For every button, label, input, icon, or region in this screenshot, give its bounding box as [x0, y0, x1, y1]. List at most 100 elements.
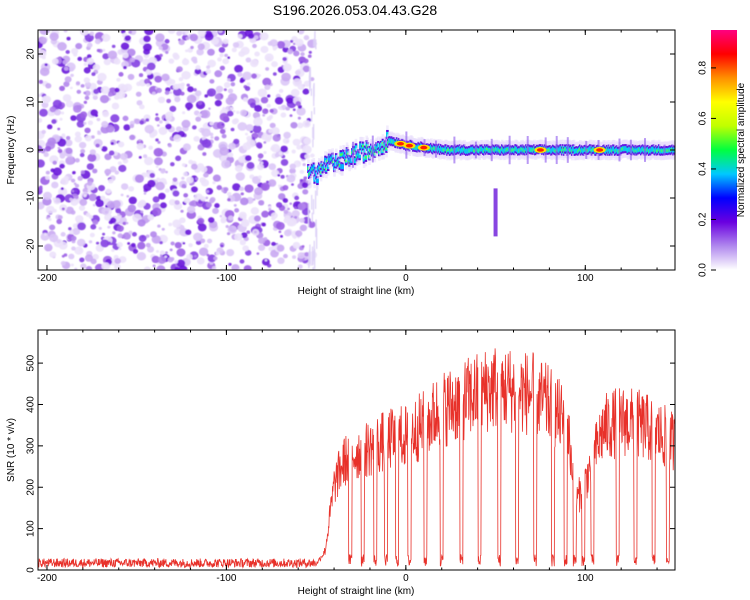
noise-blob [140, 210, 144, 214]
noise-blob [181, 176, 185, 180]
noise-blob [129, 134, 136, 141]
noise-blob [257, 153, 264, 159]
noise-blob [221, 133, 227, 139]
noise-blob [84, 81, 92, 88]
noise-blob [158, 192, 166, 200]
noise-blob [127, 73, 135, 80]
noise-blob [108, 150, 115, 156]
noise-blob [58, 187, 68, 196]
noise-blob [287, 207, 290, 211]
noise-blob [88, 240, 93, 244]
noise-blob [212, 174, 221, 182]
noise-blob [188, 243, 193, 248]
noise-blob [201, 128, 211, 137]
noise-blob [145, 118, 150, 122]
noise-blob [205, 69, 212, 75]
noise-blob [158, 126, 168, 135]
noise-blob [240, 232, 248, 239]
noise-blob [118, 72, 124, 77]
noise-blob [107, 92, 113, 97]
noise-blob [61, 133, 66, 137]
spectrogram-x-tick-label: 100 [577, 273, 594, 284]
noise-blob [182, 111, 186, 115]
noise-streak [308, 251, 310, 260]
noise-blob [245, 57, 252, 63]
noise-blob [102, 48, 106, 52]
noise-blob [79, 30, 89, 36]
noise-streak [312, 199, 315, 215]
noise-streak [309, 67, 311, 88]
noise-blob [268, 115, 273, 119]
noise-blob [204, 32, 214, 41]
signal-hot-spot-core [405, 143, 413, 148]
noise-blob [165, 251, 168, 254]
colorbar-tick-label: 0.4 [698, 162, 709, 176]
noise-blob [219, 147, 229, 156]
signal-peak [361, 144, 365, 148]
noise-blob [137, 219, 146, 227]
noise-blob [135, 91, 142, 97]
noise-blob [155, 33, 165, 42]
dropout-streak [493, 188, 498, 237]
noise-blob [115, 208, 122, 214]
noise-blob [289, 202, 293, 205]
noise-blob [144, 78, 151, 85]
noise-blob [193, 135, 200, 142]
spectrogram-y-tick-label: 20 [26, 48, 37, 60]
snr-y-tick-label: 500 [26, 354, 37, 371]
noise-blob [245, 124, 254, 132]
noise-blob [94, 38, 101, 45]
noise-blob [47, 124, 53, 130]
noise-blob [258, 158, 262, 162]
noise-blob [206, 65, 211, 69]
noise-blob [206, 238, 213, 244]
signal-streak [585, 141, 588, 159]
noise-streak [311, 246, 314, 266]
noise-blob [111, 44, 116, 49]
noise-blob [293, 50, 300, 57]
noise-blob [299, 178, 303, 182]
noise-blob [76, 89, 82, 94]
noise-blob [74, 158, 80, 163]
noise-blob [92, 95, 98, 100]
noise-blob [307, 54, 312, 58]
colorbar-label: Normalized spectral amplitude [736, 82, 747, 217]
noise-blob [186, 94, 197, 104]
noise-streak [310, 88, 313, 96]
noise-blob [88, 215, 94, 219]
noise-blob [301, 245, 305, 248]
noise-blob [138, 139, 142, 142]
noise-blob [209, 198, 215, 204]
signal-peak [344, 159, 348, 162]
noise-blob [302, 65, 311, 73]
noise-blob [251, 73, 257, 79]
noise-blob [182, 143, 192, 151]
noise-blob [90, 258, 97, 265]
noise-blob [292, 42, 296, 46]
noise-blob [39, 36, 48, 44]
noise-blob [76, 120, 85, 128]
noise-blob [238, 211, 247, 219]
noise-blob [101, 33, 111, 42]
noise-blob [49, 251, 57, 258]
noise-blob [114, 258, 121, 264]
noise-blob [294, 215, 298, 219]
noise-blob [197, 223, 207, 232]
noise-blob [101, 146, 108, 152]
noise-blob [95, 199, 104, 208]
noise-blob [260, 182, 270, 191]
noise-blob [239, 259, 245, 264]
noise-blob [44, 145, 52, 152]
noise-blob [214, 203, 220, 209]
noise-blob [265, 67, 270, 71]
noise-blob [128, 186, 135, 192]
noise-blob [242, 71, 252, 81]
noise-blob [159, 53, 163, 58]
noise-blob [278, 193, 286, 200]
noise-blob [131, 242, 136, 248]
noise-blob [119, 152, 128, 161]
snr-x-tick-label: -100 [216, 573, 236, 584]
noise-blob [86, 57, 95, 65]
noise-blob [98, 226, 102, 230]
noise-blob [299, 169, 305, 174]
